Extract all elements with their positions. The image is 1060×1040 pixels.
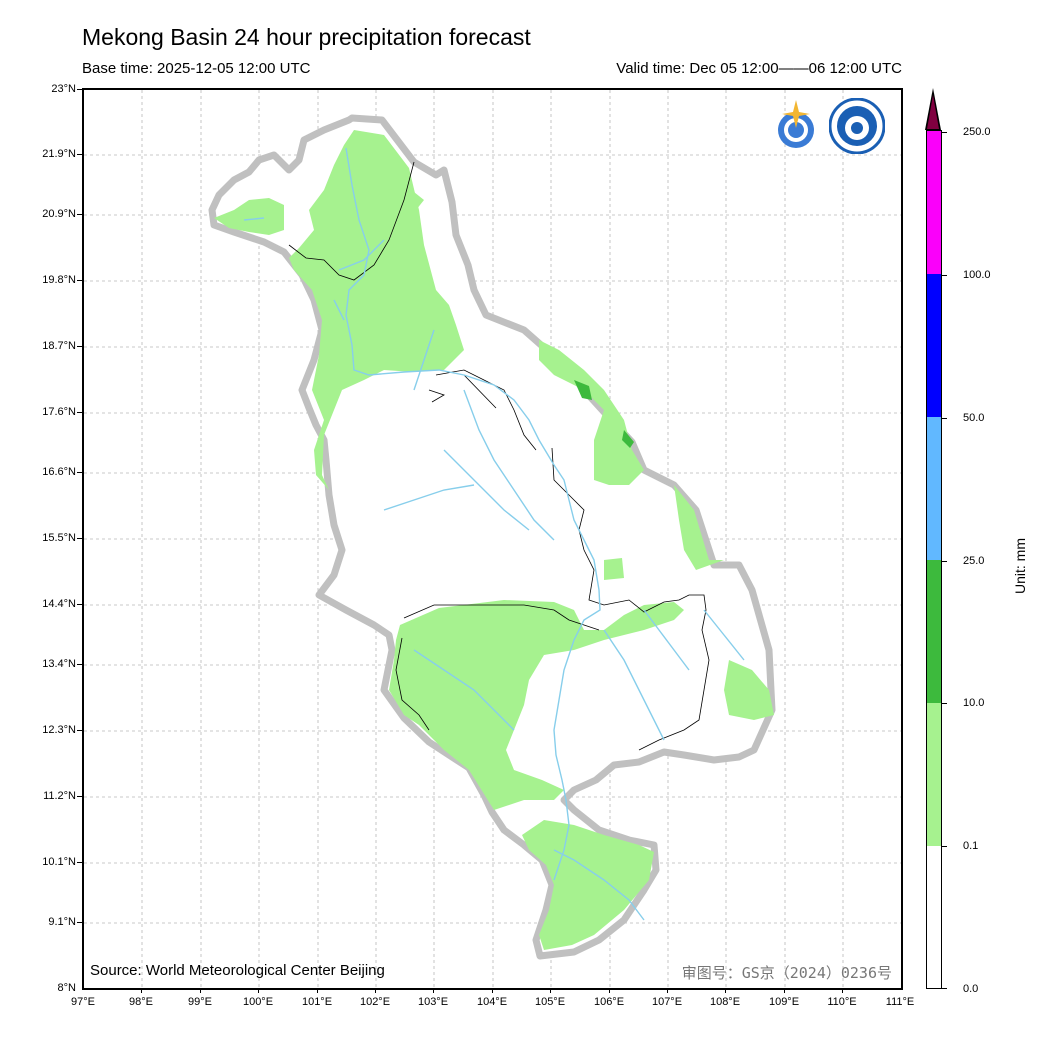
map-panel[interactable] (82, 88, 903, 990)
lon-label: 110°E (827, 996, 857, 1008)
lon-label: 107°E (651, 996, 683, 1008)
source-credit: Source: World Meteorological Center Beij… (90, 962, 385, 979)
lat-label: 11.2°N (43, 790, 76, 802)
colorbar-label: 10.0 (963, 697, 985, 709)
colorbar-segment-blue (927, 274, 941, 417)
lat-tick (77, 538, 82, 539)
colorbar-label: 0.0 (963, 983, 979, 995)
lat-tick (77, 664, 82, 665)
lon-label: 111°E (885, 996, 915, 1008)
lon-tick (258, 988, 259, 993)
colorbar-segment-white (927, 846, 941, 988)
lon-label: 106°E (593, 996, 625, 1008)
lat-tick (77, 730, 82, 731)
lon-label: 97°E (71, 996, 95, 1008)
lon-label: 99°E (188, 996, 212, 1008)
lat-label: 14.4°N (42, 598, 76, 610)
colorbar-tick (942, 132, 947, 133)
lat-label: 19.8°N (42, 274, 76, 286)
colorbar-tick (942, 275, 947, 276)
colorbar-segment-magenta (927, 131, 941, 274)
lon-label: 105°E (534, 996, 566, 1008)
base-time: Base time: 2025-12-05 12:00 UTC (82, 60, 311, 77)
lon-tick (842, 988, 843, 993)
lat-tick (77, 280, 82, 281)
colorbar-label: 25.0 (963, 555, 985, 567)
lon-tick (317, 988, 318, 993)
lat-label: 9.1°N (48, 916, 76, 928)
colorbar-label: 250.0 (963, 126, 991, 138)
rivers (243, 147, 745, 921)
map-approval-number: 审图号：GS京（2024）0236号 (681, 964, 892, 982)
lat-tick (77, 214, 82, 215)
lat-label: 8°N (57, 982, 76, 994)
lat-label: 13.4°N (42, 658, 76, 670)
lon-tick (784, 988, 785, 993)
lat-label: 15.5°N (42, 532, 76, 544)
lat-tick (77, 472, 82, 473)
precip-0.1-10mm (214, 130, 774, 950)
precip-10-25mm (574, 380, 634, 448)
colorbar-label: 0.1 (963, 840, 979, 852)
wmo-logo-icon (778, 100, 814, 148)
lon-label: 101°E (301, 996, 333, 1008)
lon-label: 103°E (417, 996, 449, 1008)
lon-label: 102°E (359, 996, 391, 1008)
colorbar-segment-lightgreen (927, 703, 941, 846)
lat-label: 17.6°N (42, 406, 76, 418)
colorbar-tick (942, 988, 947, 989)
lon-tick (609, 988, 610, 993)
lat-label: 10.1°N (42, 856, 76, 868)
lon-tick (375, 988, 376, 993)
colorbar-label: 50.0 (963, 412, 985, 424)
lon-tick (550, 988, 551, 993)
lon-tick (725, 988, 726, 993)
lon-tick (667, 988, 668, 993)
lon-tick (141, 988, 142, 993)
colorbar-tick (942, 846, 947, 847)
lon-label: 98°E (129, 996, 153, 1008)
lat-label: 23°N (51, 83, 76, 95)
lat-tick (77, 862, 82, 863)
colorbar-segment-green (927, 560, 941, 703)
map-title: Mekong Basin 24 hour precipitation forec… (82, 24, 531, 50)
lat-tick (77, 89, 82, 90)
colorbar-tick (942, 561, 947, 562)
lon-tick (492, 988, 493, 993)
colorbar-segment-lightblue (927, 417, 941, 560)
lat-tick (77, 346, 82, 347)
colorbar-label: 100.0 (963, 269, 991, 281)
lat-tick (77, 154, 82, 155)
colorbar-unit: Unit: mm (1012, 538, 1028, 594)
lat-label: 16.6°N (42, 466, 76, 478)
colorbar-tick (942, 703, 947, 704)
lat-tick (77, 922, 82, 923)
lat-tick (77, 796, 82, 797)
lat-label: 21.9°N (42, 148, 76, 160)
lat-label: 18.7°N (42, 340, 76, 352)
map-canvas (84, 90, 901, 988)
cma-logo-icon (829, 98, 885, 154)
lon-label: 109°E (768, 996, 800, 1008)
lat-label: 12.3°N (42, 724, 76, 736)
lon-label: 100°E (242, 996, 274, 1008)
lon-label: 108°E (709, 996, 741, 1008)
colorbar (926, 130, 942, 989)
valid-time: Valid time: Dec 05 12:00——06 12:00 UTC (616, 60, 902, 77)
lat-tick (77, 604, 82, 605)
lon-tick (200, 988, 201, 993)
lon-tick (433, 988, 434, 993)
country-borders (288, 161, 710, 751)
lat-tick (77, 412, 82, 413)
colorbar-tick (942, 418, 947, 419)
lon-label: 104°E (476, 996, 508, 1008)
colorbar-extend-fill (927, 95, 939, 129)
lat-label: 20.9°N (42, 208, 76, 220)
